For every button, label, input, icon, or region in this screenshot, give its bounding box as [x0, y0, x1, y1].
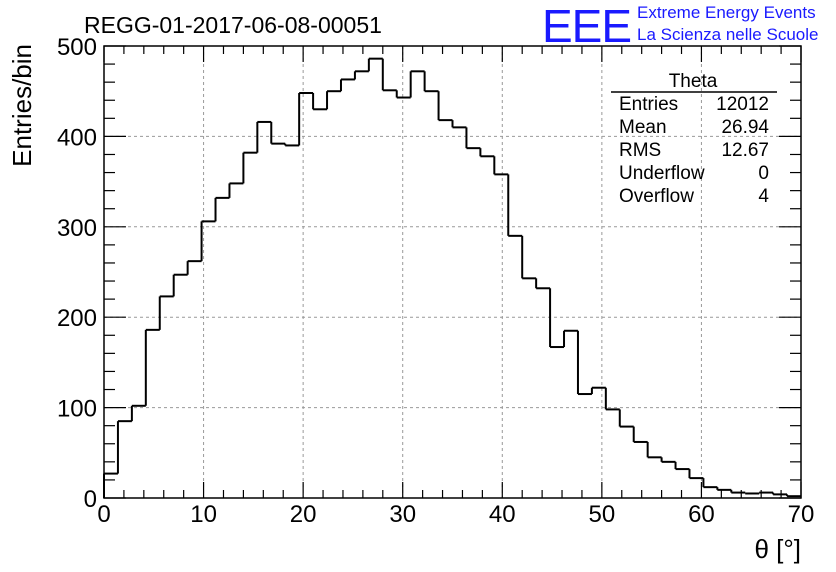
stats-row-value: 26.94 — [721, 117, 769, 138]
stats-title: Theta — [669, 71, 718, 92]
eee-logo: EEE Extreme Energy Events La Scienza nel… — [542, 0, 818, 52]
stats-row-label: Mean — [619, 117, 667, 138]
x-tick-label: 10 — [190, 501, 217, 528]
stats-rows: Entries 12012 Mean 26.94 RMS 12.67 Underflow 0 O… — [619, 94, 769, 207]
x-tick-label: 40 — [489, 501, 516, 528]
y-tick-labels: 0 100 200 300 400 500 — [57, 34, 97, 513]
y-tick-label: 0 — [84, 486, 97, 513]
stats-box: Theta Entries 12012 Mean 26.94 RMS 12.67 Under… — [611, 71, 777, 207]
stats-row-label: RMS — [619, 140, 661, 161]
stats-row-value: 12.67 — [721, 140, 769, 161]
stats-row-value: 0 — [758, 163, 769, 184]
x-tick-label: 30 — [389, 501, 416, 528]
y-axis-label: Entries/bin — [7, 44, 37, 167]
axis-ticks — [103, 45, 802, 499]
logo-mark: EEE — [542, 0, 631, 52]
y-tick-label: 500 — [57, 34, 97, 61]
stats-row-value: 4 — [758, 186, 769, 207]
stats-row-value: 12012 — [716, 94, 769, 115]
grid — [104, 45, 801, 498]
stats-row-label: Underflow — [619, 163, 705, 184]
x-tick-label: 20 — [290, 501, 317, 528]
plot-frame — [103, 45, 802, 499]
y-tick-label: 100 — [57, 396, 97, 423]
x-tick-label: 50 — [589, 501, 616, 528]
chart-title: REGG-01-2017-06-08-00051 — [84, 12, 382, 38]
logo-line-1: Extreme Energy Events — [637, 3, 816, 22]
y-tick-label: 400 — [57, 124, 97, 151]
x-tick-label: 70 — [788, 501, 815, 528]
stats-row-label: Entries — [619, 94, 678, 115]
histogram-series — [103, 57, 801, 498]
x-tick-labels: 0 10 20 30 40 50 60 70 — [97, 501, 814, 528]
x-tick-label: 0 — [97, 501, 110, 528]
stats-row-label: Overflow — [619, 186, 694, 207]
y-tick-label: 200 — [57, 305, 97, 332]
x-axis-label: θ [°] — [754, 534, 801, 564]
x-tick-label: 60 — [688, 501, 715, 528]
logo-line-2: La Scienza nelle Scuole — [637, 25, 818, 44]
y-tick-label: 300 — [57, 215, 97, 242]
